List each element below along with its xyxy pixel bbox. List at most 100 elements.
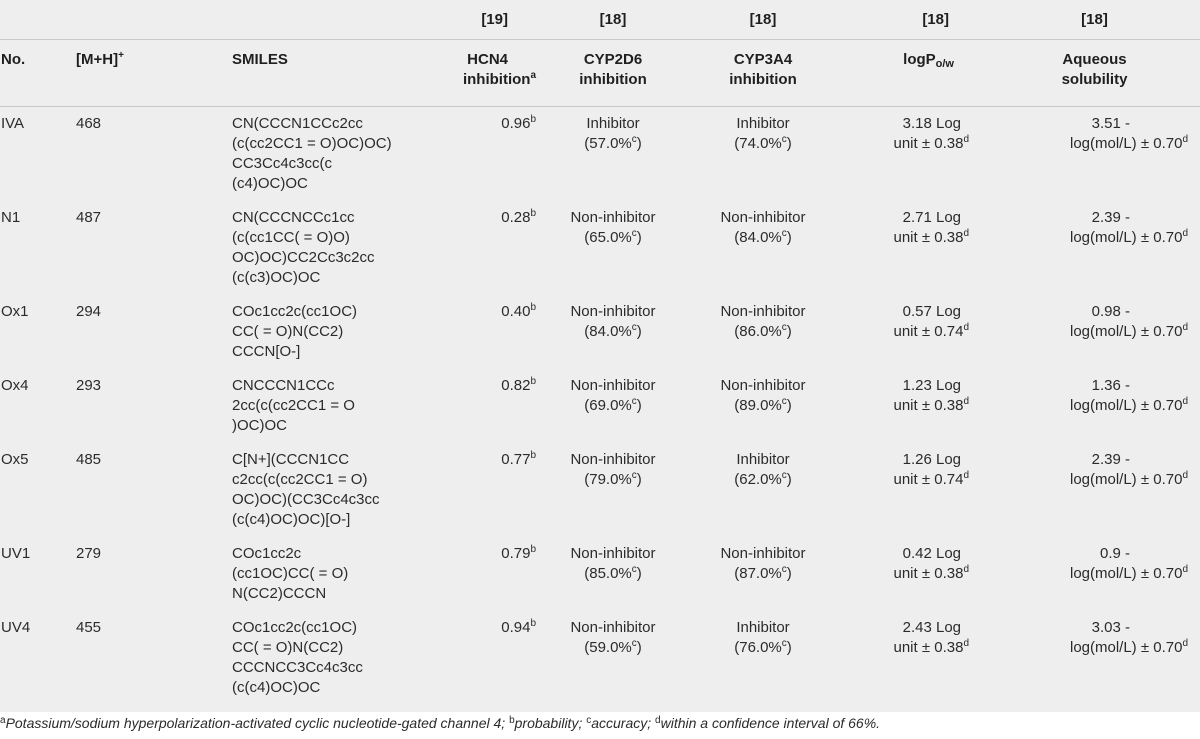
ref-empty [231,0,409,40]
cell-no: N1 [0,201,75,295]
footnote-mark-a: a [0,715,6,726]
paren-close: ) [636,471,642,488]
cell-smiles: CN(CCCN1CCc2cc (c(cc2CC1 = O)OC)OC) CC3C… [231,107,409,202]
mark-d: d [1182,322,1188,333]
smiles-value: CN(CCCNCCc1cc (c(cc1CC( = O)O) OC)OC)CC2… [232,209,375,286]
logp-value: 0.42 Log [902,545,961,562]
cell-smiles: COc1cc2c (cc1OC)CC( = O) N(CC2)CCCN [231,537,409,611]
smiles-value: CN(CCCN1CCc2cc (c(cc2CC1 = O)OC)OC) CC3C… [232,115,392,192]
mark-d: d [1182,228,1188,239]
header-hcn4-line2: inhibition [462,71,531,88]
cyp3a4-class: Inhibitor [736,115,790,132]
header-mh-sup: + [118,50,124,61]
aqueous-value: 2.39 - [1091,209,1130,226]
cyp3a4-accuracy: (87.0% [734,565,782,582]
data-table: [19] [18] [18] [18] [18] No. [M+H]+ SMIL… [0,0,1200,706]
logp-value: 1.23 Log [902,377,961,394]
cell-hcn4: 0.77b [409,443,538,537]
paren-close: ) [636,397,642,414]
cell-logp: 0.57 Log unit ± 0.74d [838,295,989,369]
mark-d: d [963,322,969,333]
logp-error: unit ± 0.38 [893,565,964,582]
mark-c: c [631,470,637,481]
table-row: Ox4 293 CNCCCN1CCc 2cc(c(cc2CC1 = O )OC)… [0,369,1200,443]
aqueous-value: 0.9 - [1099,545,1130,562]
cell-mh: 293 [75,369,231,443]
cell-no: UV4 [0,611,75,705]
aqueous-value: 0.98 - [1091,303,1130,320]
compound-id: IVA [1,115,25,132]
cell-aqueous: 3.03 - log(mol/L) ± 0.70d [989,611,1200,705]
cell-cyp2d6: Non-inhibitor (79.0%c) [538,443,688,537]
compound-id: N1 [1,209,21,226]
mark-d: d [963,228,969,239]
mark-b: b [530,114,536,125]
cell-smiles: COc1cc2c(cc1OC) CC( = O)N(CC2) CCCNCC3Cc… [231,611,409,705]
table-body: IVA 468 CN(CCCN1CCc2cc (c(cc2CC1 = O)OC)… [0,107,1200,706]
header-logp: logPo/w [838,39,989,107]
table-row: UV4 455 COc1cc2c(cc1OC) CC( = O)N(CC2) C… [0,611,1200,705]
aqueous-error: log(mol/L) ± 0.70 [1069,471,1183,488]
footnote-text-a: Potassium/sodium hyperpolarization-activ… [5,715,510,731]
logp-value: 2.71 Log [902,209,961,226]
hcn4-value: 0.82 [501,377,531,394]
paren-close: ) [786,397,792,414]
paren-close: ) [636,323,642,340]
compound-id: Ox4 [1,377,29,394]
cell-no: Ox1 [0,295,75,369]
cyp3a4-accuracy: (86.0% [734,323,782,340]
mark-d: d [963,638,969,649]
header-row: No. [M+H]+ SMILES HCN4 inhibitiona CYP2D6… [0,39,1200,107]
mark-d: d [963,134,969,145]
header-logp-text: logP [903,51,936,68]
mark-c: c [781,134,787,145]
compound-id: Ox5 [1,451,29,468]
logp-error: unit ± 0.38 [893,135,964,152]
cyp3a4-accuracy: (74.0% [734,135,782,152]
hcn4-value: 0.77 [501,451,531,468]
cyp2d6-accuracy: (85.0% [584,565,632,582]
cyp3a4-class: Non-inhibitor [720,209,806,226]
footnote-mark-c: c [586,715,592,726]
mark-d: d [963,564,969,575]
header-mh: [M+H]+ [75,39,231,107]
mark-c: c [631,564,637,575]
logp-error: unit ± 0.38 [893,397,964,414]
table-row: N1 487 CN(CCCNCCc1cc (c(cc1CC( = O)O) OC… [0,201,1200,295]
smiles-value: CNCCCN1CCc 2cc(c(cc2CC1 = O )OC)OC [232,377,355,434]
mass-value: 455 [76,619,102,636]
paren-close: ) [786,229,792,246]
cyp3a4-class: Non-inhibitor [720,377,806,394]
cell-mh: 279 [75,537,231,611]
cell-smiles: C[N+](CCCN1CC c2cc(c(cc2CC1 = O) OC)OC)(… [231,443,409,537]
cell-smiles: COc1cc2c(cc1OC) CC( = O)N(CC2) CCCN[O-] [231,295,409,369]
footnote: aPotassium/sodium hyperpolarization-acti… [0,715,1200,731]
cell-no: Ox4 [0,369,75,443]
compound-id: UV1 [1,545,31,562]
aqueous-value: 2.39 - [1091,451,1130,468]
cell-cyp2d6: Non-inhibitor (65.0%c) [538,201,688,295]
paren-close: ) [636,229,642,246]
hcn4-value: 0.28 [501,209,531,226]
mark-c: c [631,322,637,333]
hcn4-value: 0.40 [501,303,531,320]
cell-aqueous: 1.36 - log(mol/L) ± 0.70d [989,369,1200,443]
mark-d: d [1182,134,1188,145]
compound-id: Ox1 [1,303,29,320]
ref-cyp2d6: [18] [538,0,688,40]
mark-b: b [530,302,536,313]
ref-hcn4: [19] [409,0,538,40]
mark-c: c [781,396,787,407]
aqueous-error: log(mol/L) ± 0.70 [1069,639,1183,656]
table-row: Ox1 294 COc1cc2c(cc1OC) CC( = O)N(CC2) C… [0,295,1200,369]
cyp3a4-class: Non-inhibitor [720,545,806,562]
mark-b: b [530,618,536,629]
paren-close: ) [786,323,792,340]
cell-hcn4: 0.28b [409,201,538,295]
footnote-text-b: probability; [514,715,587,731]
smiles-value: COc1cc2c(cc1OC) CC( = O)N(CC2) CCCNCC3Cc… [232,619,363,696]
paren-close: ) [636,639,642,656]
header-logp-sub: o/w [935,58,954,70]
cyp2d6-class: Non-inhibitor [570,619,656,636]
